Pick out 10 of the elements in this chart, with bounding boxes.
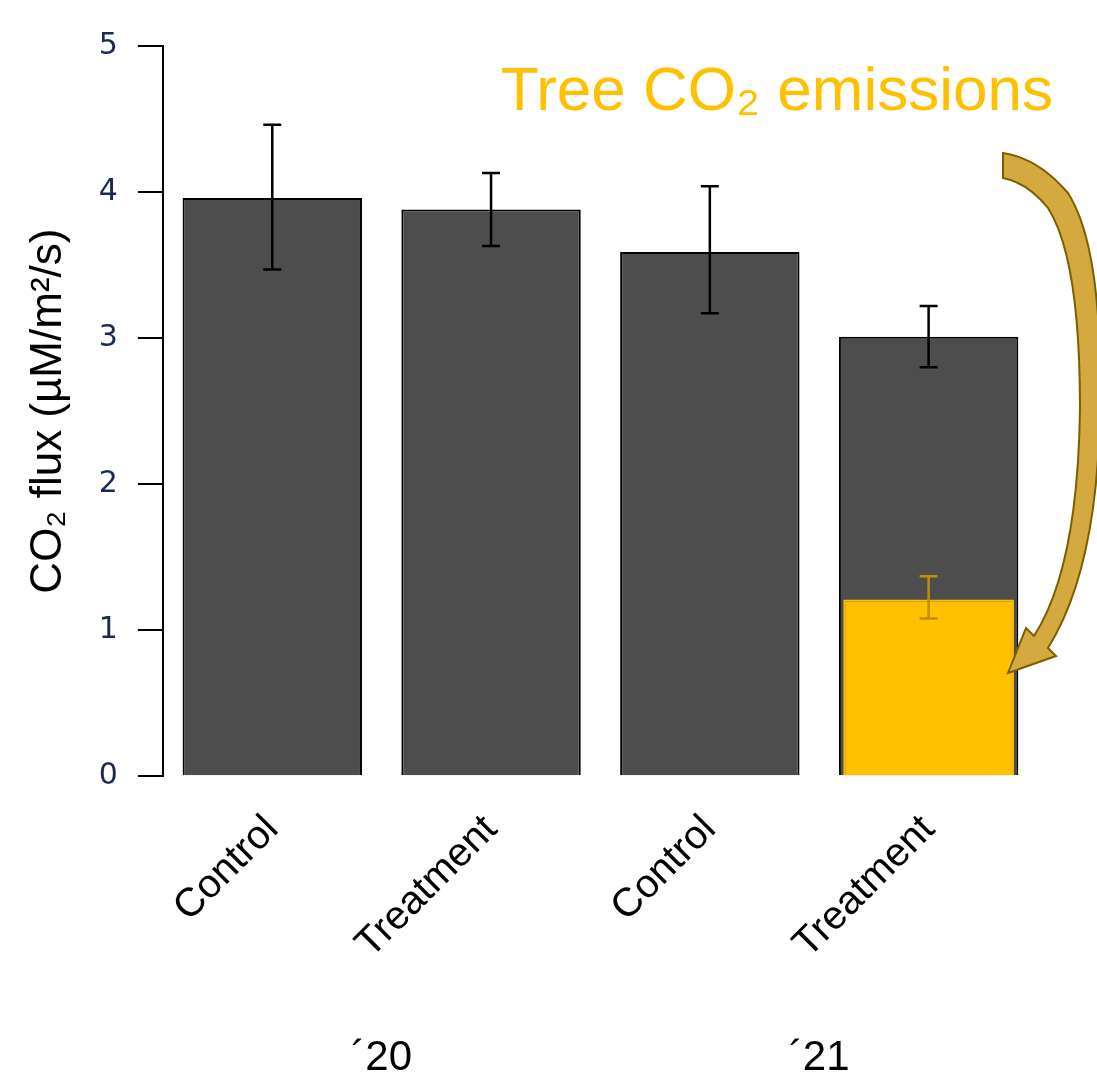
text: ´20	[351, 1031, 413, 1079]
text: ´21	[788, 1031, 850, 1079]
y-tick-label: 2	[98, 463, 118, 499]
y-tick-label: 1	[98, 609, 118, 645]
y-tick-label: 5	[98, 25, 118, 61]
y-axis-title: CO₂ flux (µM/m²/s)	[20, 228, 70, 594]
y-tick-label: 0	[98, 756, 118, 792]
text: Tree CO₂ emissions	[500, 54, 1053, 124]
y-tick-label: 3	[98, 317, 118, 353]
y-tick-label: 4	[98, 171, 118, 207]
